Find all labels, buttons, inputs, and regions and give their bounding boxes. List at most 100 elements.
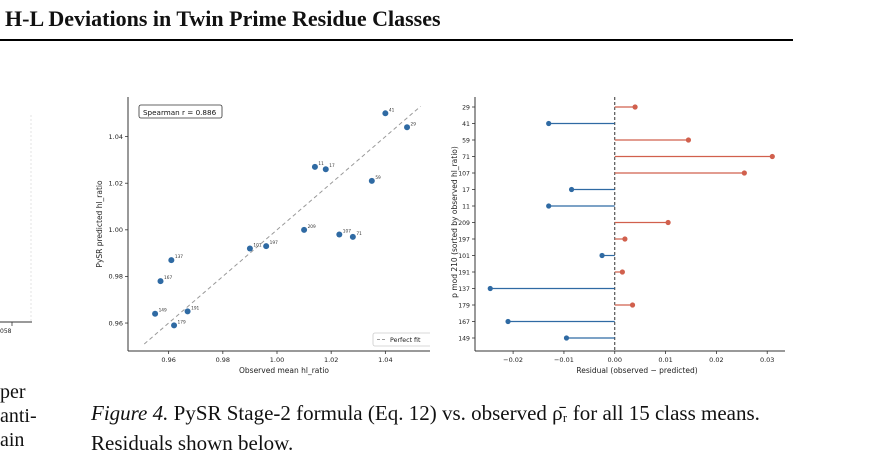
y-tick-label: 0.98 bbox=[109, 273, 123, 281]
data-point bbox=[382, 110, 389, 117]
data-point bbox=[152, 310, 159, 317]
data-point bbox=[263, 243, 270, 250]
residual-point bbox=[568, 186, 575, 193]
point-label: 101 bbox=[253, 242, 261, 248]
y-tick-label: 59 bbox=[462, 137, 470, 144]
point-label: 41 bbox=[389, 107, 395, 113]
y-tick-label: 17 bbox=[462, 187, 470, 194]
point-label: 191 bbox=[191, 305, 199, 311]
residual-chart: −0.02 −0.01 0.00 0.01 0.02 0.03 29 41 59 71 107 17… bbox=[450, 97, 785, 375]
data-point bbox=[246, 245, 253, 252]
left-text-line: ain bbox=[0, 429, 25, 451]
residual-point bbox=[629, 302, 636, 308]
residual-point bbox=[546, 203, 552, 209]
residual-point bbox=[685, 137, 692, 143]
residual-point bbox=[487, 285, 493, 292]
y-tick-label: 41 bbox=[462, 121, 470, 128]
point-label: 17 bbox=[329, 163, 335, 169]
spearman-annotation-box bbox=[138, 104, 223, 119]
legend-box bbox=[372, 332, 430, 347]
x-tick-label: −0.02 bbox=[503, 356, 523, 364]
data-point bbox=[184, 308, 191, 315]
scatter-x-label: Observed mean hl_ratio bbox=[239, 366, 329, 375]
perfect-fit-line bbox=[143, 105, 421, 345]
point-label: 59 bbox=[375, 175, 381, 181]
x-tick-label: 1.02 bbox=[324, 356, 338, 364]
caption-text: PySR Stage-2 formula (Eq. 12) vs. observ… bbox=[91, 401, 760, 455]
y-tick-label: 1.02 bbox=[109, 180, 123, 188]
residual-point bbox=[665, 219, 671, 226]
x-tick-label: 0.96 bbox=[161, 356, 175, 364]
y-tick-label: 101 bbox=[458, 253, 470, 260]
x-tick-label: 0.02 bbox=[709, 356, 723, 364]
scatter-y-label: PySR predicted hl_ratio bbox=[95, 180, 104, 268]
y-tick-label: 191 bbox=[458, 269, 470, 276]
data-point bbox=[301, 226, 308, 233]
data-point bbox=[157, 278, 164, 285]
scatter-chart: 0.96 0.98 1.00 1.02 1.04 0.96 0.98 1.00 1.02 1.0… bbox=[95, 97, 430, 375]
y-tick-label: 179 bbox=[458, 302, 470, 309]
point-label: 29 bbox=[411, 121, 417, 127]
point-label: 179 bbox=[178, 319, 186, 325]
residual-point bbox=[505, 318, 511, 325]
x-tick-label: 0.03 bbox=[760, 356, 774, 364]
previous-figure-fragment: 058 bbox=[0, 115, 32, 335]
data-point bbox=[322, 166, 329, 173]
y-tick-label: 1.04 bbox=[109, 133, 123, 141]
section-rule bbox=[0, 39, 793, 41]
residual-point bbox=[546, 120, 552, 127]
x-tick-label: 0.98 bbox=[216, 356, 230, 364]
spearman-annotation-text: Spearman r = 0.886 bbox=[143, 108, 217, 117]
y-tick-label: 0.96 bbox=[109, 319, 123, 327]
y-tick-label: 167 bbox=[458, 319, 470, 326]
y-tick-label: 107 bbox=[458, 170, 470, 177]
spearman-annotation: Spearman r = 0.886 bbox=[138, 104, 223, 119]
residual-point bbox=[632, 104, 638, 110]
residual-point bbox=[741, 170, 747, 176]
x-tick-label: 0.01 bbox=[658, 356, 672, 364]
residual-point bbox=[622, 236, 628, 242]
residual-axes bbox=[474, 97, 785, 352]
point-label: 11 bbox=[318, 161, 324, 167]
figure-caption: Figure 4. PySR Stage-2 formula (Eq. 12) … bbox=[91, 398, 801, 458]
data-point bbox=[171, 322, 178, 329]
legend: Perfect fit bbox=[372, 332, 430, 347]
data-point bbox=[404, 124, 411, 131]
point-label: 71 bbox=[356, 231, 362, 237]
y-tick-label: 209 bbox=[458, 220, 470, 227]
y-tick-label: 137 bbox=[458, 286, 470, 293]
x-tick-label: −0.01 bbox=[554, 356, 574, 364]
left-text-line: per bbox=[0, 381, 26, 403]
x-tick-label: 1.04 bbox=[378, 356, 392, 364]
prev-tick-label: 058 bbox=[0, 328, 12, 335]
point-label: 107 bbox=[343, 228, 351, 234]
point-label: 137 bbox=[175, 254, 183, 260]
legend-label: Perfect fit bbox=[390, 337, 421, 344]
data-point bbox=[368, 177, 375, 184]
point-label: 197 bbox=[270, 240, 278, 246]
residual-point bbox=[563, 335, 570, 341]
residual-point bbox=[619, 269, 625, 275]
point-label: 209 bbox=[308, 224, 316, 230]
residual-x-label: Residual (observed − predicted) bbox=[576, 366, 697, 375]
left-column-text: per anti- ain bbox=[0, 380, 37, 452]
data-point bbox=[311, 163, 318, 170]
data-point bbox=[336, 231, 343, 238]
point-label: 149 bbox=[159, 308, 167, 314]
data-point bbox=[168, 257, 175, 264]
point-label: 167 bbox=[164, 275, 172, 281]
y-tick-label: 149 bbox=[458, 335, 470, 342]
residual-point bbox=[599, 252, 605, 259]
caption-figure-label: Figure 4. bbox=[91, 401, 169, 425]
x-tick-label: 0.00 bbox=[608, 356, 622, 364]
data-point bbox=[349, 233, 356, 240]
residual-point bbox=[769, 153, 775, 160]
left-text-line: anti- bbox=[0, 405, 37, 427]
y-tick-label: 1.00 bbox=[109, 226, 123, 234]
residual-y-label: p mod 210 (sorted by observed hl_ratio) bbox=[450, 146, 459, 298]
y-tick-label: 71 bbox=[462, 154, 470, 161]
scatter-axes bbox=[127, 97, 430, 352]
x-tick-label: 1.00 bbox=[270, 356, 284, 364]
y-tick-label: 29 bbox=[462, 104, 470, 111]
section-title: H-L Deviations in Twin Prime Residue Cla… bbox=[5, 6, 441, 31]
